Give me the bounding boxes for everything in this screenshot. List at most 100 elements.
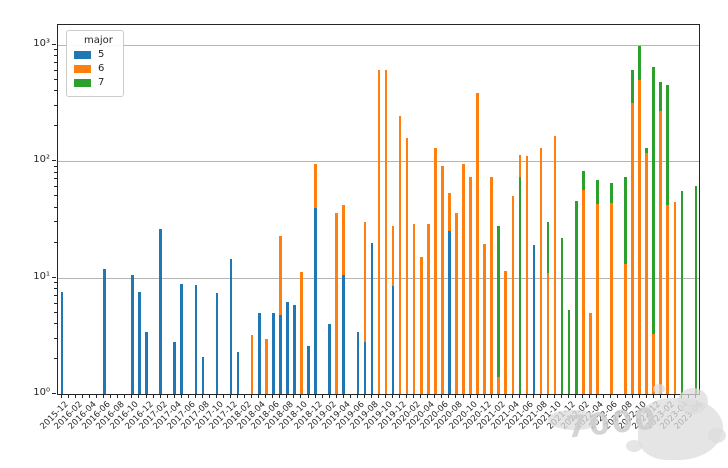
x-tick	[244, 394, 246, 398]
bar-segment-major-5-2017-04	[173, 342, 176, 394]
x-tick	[448, 394, 450, 398]
y-minor-tick	[54, 69, 57, 71]
x-tick	[434, 394, 436, 398]
y-minor-tick	[54, 171, 57, 173]
bar-segment-major-7-2023-06	[694, 185, 698, 394]
y-minor-tick	[54, 294, 57, 296]
y-minor-tick	[54, 311, 57, 313]
y-minor-tick	[54, 337, 57, 339]
bar-segment-major-6-2021-04	[511, 196, 515, 394]
bar-segment-major-5-2017-10	[215, 292, 219, 394]
bar-segment-major-5-2015-12	[60, 292, 64, 394]
x-tick	[166, 394, 168, 398]
bar-segment-major-6-2022-09	[631, 102, 634, 394]
x-tick	[420, 394, 422, 398]
x-tick	[645, 394, 647, 398]
x-tick	[159, 394, 161, 398]
x-tick	[680, 394, 682, 398]
bar-segment-major-6-2023-03	[673, 201, 677, 394]
bar-segment-major-5-2016-06	[102, 268, 106, 394]
bar-segment-major-6-2021-01	[490, 176, 493, 394]
y-tick-label: 10²	[33, 154, 50, 166]
x-tick	[455, 394, 457, 398]
plot-area	[57, 24, 700, 395]
bar-segment-major-5-2019-02	[328, 323, 331, 394]
x-tick	[694, 394, 696, 398]
bar-segment-major-6-2020-06	[441, 166, 444, 394]
bar-segment-major-6-2018-03	[250, 335, 254, 394]
bar-segment-major-5-2018-06	[272, 312, 275, 394]
bar-segment-major-6-2022-11	[645, 153, 648, 394]
x-tick	[617, 394, 619, 398]
x-tick	[525, 394, 527, 398]
x-tick	[82, 394, 84, 398]
bar-segment-major-6-2020-08	[455, 213, 458, 394]
legend-entry-5: 5	[74, 49, 113, 60]
bar-segment-major-5-2018-09	[293, 305, 296, 394]
bar-segment-major-7-2021-11	[560, 237, 564, 394]
x-tick	[223, 394, 224, 398]
x-tick	[603, 394, 605, 398]
bar-segment-major-7-2021-12	[567, 309, 571, 394]
x-tick-label: 2023-06	[672, 399, 705, 432]
legend-rows: 5 6 7	[74, 49, 113, 88]
y-minor-tick	[54, 55, 57, 57]
x-tick	[152, 394, 154, 398]
x-tick	[476, 394, 478, 398]
x-tick	[208, 394, 210, 398]
bar-segment-major-6-2020-01	[405, 137, 409, 394]
bar-segment-major-5-2016-11	[138, 292, 141, 394]
y-minor-tick	[54, 165, 57, 167]
x-tick	[582, 394, 584, 398]
y-major-tick	[52, 393, 56, 394]
legend: major 5 6 7	[66, 30, 124, 97]
bar-segment-major-6-2020-10	[469, 177, 472, 394]
legend-label: 5	[98, 49, 105, 60]
x-tick	[532, 394, 534, 398]
x-tick	[666, 394, 668, 398]
bar-segment-major-7-2022-01	[574, 200, 578, 394]
bar-segment-major-5-2019-11	[391, 285, 395, 394]
x-tick	[237, 394, 239, 398]
bar-segment-major-6-2021-09	[546, 272, 550, 394]
y-minor-tick	[54, 62, 57, 64]
y-minor-tick	[54, 195, 57, 197]
x-tick	[504, 394, 506, 398]
bar-segment-major-5-2017-12	[229, 258, 233, 394]
bar-segment-major-5-2016-12	[145, 332, 148, 394]
bar-segment-major-6-2020-11	[476, 93, 479, 394]
bar-segment-major-6-2020-12	[483, 243, 486, 394]
x-tick	[131, 394, 133, 398]
y-tick-label: 10¹	[33, 270, 50, 282]
x-tick	[539, 394, 541, 398]
x-tick	[370, 394, 372, 398]
y-minor-tick	[54, 302, 57, 304]
bar-segment-major-6-2019-03	[335, 213, 338, 394]
bar-segment-major-6-2022-08	[624, 264, 627, 394]
y-major-tick	[52, 44, 56, 46]
x-tick	[321, 394, 323, 398]
y-minor-tick	[54, 90, 57, 92]
bar-segment-major-5-2019-08	[370, 242, 374, 394]
x-tick	[272, 394, 274, 398]
y-tick-label: 10⁰	[33, 387, 50, 398]
x-tick	[251, 394, 253, 398]
x-tick	[173, 394, 175, 398]
bar-segment-major-7-2021-05	[518, 176, 522, 394]
x-tick	[497, 394, 499, 398]
x-tick	[279, 394, 281, 398]
x-tick	[300, 394, 302, 398]
legend-entry-7: 7	[74, 77, 113, 88]
x-tick	[610, 394, 612, 398]
bar-segment-major-6-2022-06	[610, 202, 613, 394]
bar-segment-major-6-2020-05	[434, 148, 437, 394]
x-tick	[624, 394, 626, 398]
x-tick	[96, 394, 98, 398]
x-tick	[314, 394, 316, 398]
bar-segment-major-5-2018-08	[286, 301, 289, 394]
bar-segment-major-6-2020-02	[412, 223, 416, 394]
bar-segment-major-6-2019-10	[384, 70, 388, 394]
x-tick	[462, 394, 464, 398]
x-tick	[596, 394, 598, 398]
